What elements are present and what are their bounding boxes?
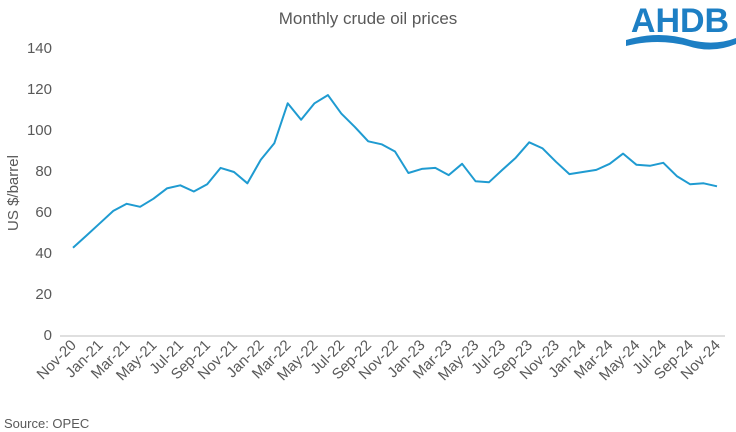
y-axis-label: US $/barrel: [5, 155, 22, 231]
y-tick-label: 20: [35, 286, 52, 303]
y-tick-label: 80: [35, 163, 52, 180]
logo-text: AHDB: [631, 2, 729, 40]
y-tick-label: 60: [35, 204, 52, 221]
y-tick-label: 100: [27, 122, 52, 139]
price-line: [72, 94, 718, 249]
y-tick-label: 120: [27, 81, 52, 98]
logo: AHDB: [626, 2, 736, 50]
chart-title: Monthly crude oil prices: [279, 9, 458, 28]
source: Source: OPEC: [4, 416, 89, 431]
logo-wave: [626, 35, 736, 50]
y-tick-label: 0: [44, 327, 52, 344]
y-tick-label: 40: [35, 245, 52, 262]
y-tick-label: 140: [27, 40, 52, 57]
